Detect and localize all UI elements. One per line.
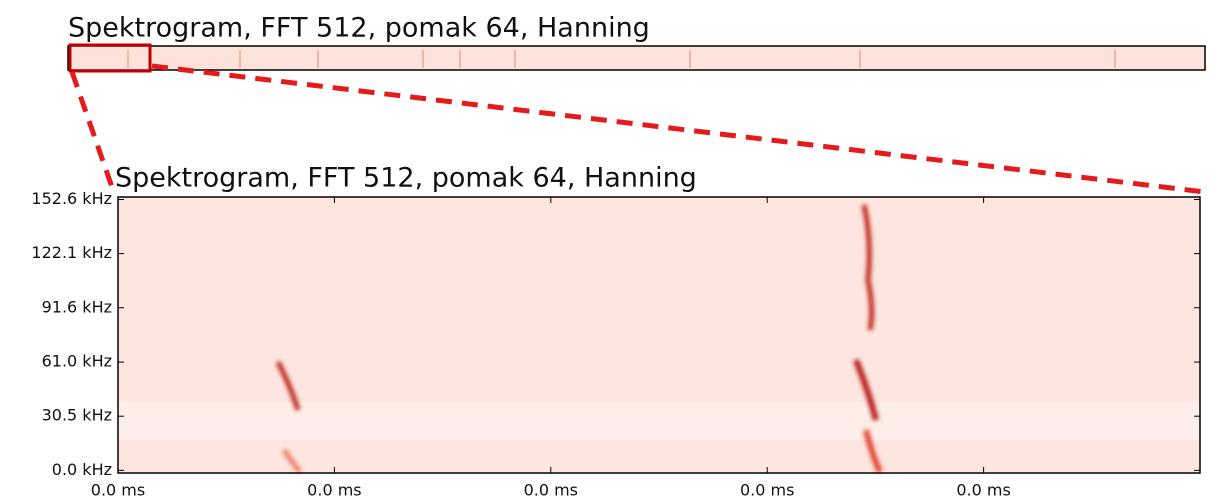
- zoom-box: [68, 43, 152, 73]
- x-tick-label: 0.0 ms: [740, 481, 794, 500]
- x-tick-label: 0.0 ms: [524, 481, 578, 500]
- y-tick-label: 61.0 kHz: [42, 352, 112, 371]
- overview-strip: [67, 45, 1206, 71]
- zoom-connector: [151, 63, 1206, 195]
- y-tick-label: 152.6 kHz: [31, 189, 112, 208]
- x-tick-label: 0.0 ms: [307, 481, 361, 500]
- plot-frame: [117, 196, 1201, 474]
- x-tick-label: 0.0 ms: [956, 481, 1010, 500]
- band: [118, 402, 1200, 440]
- overview-title: Spektrogram, FFT 512, pomak 64, Hanning: [68, 13, 650, 44]
- overview-streaks: [127, 50, 1116, 68]
- streaks: [275, 204, 883, 474]
- y-tick-label: 91.6 kHz: [42, 297, 112, 316]
- chart-title: Spektrogram, FFT 512, pomak 64, Hanning: [115, 163, 697, 194]
- y-tick-label: 30.5 kHz: [42, 406, 112, 425]
- zoom-connector: [69, 71, 116, 191]
- y-tick-label: 122.1 kHz: [31, 243, 112, 262]
- y-tick-label: 0.0 kHz: [52, 460, 112, 479]
- x-tick-label: 0.0 ms: [91, 481, 145, 500]
